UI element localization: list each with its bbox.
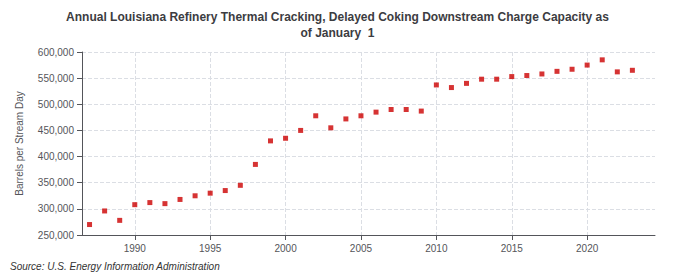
svg-text:250,000: 250,000 — [38, 230, 75, 241]
svg-text:of January 1: of January 1 — [300, 26, 374, 40]
svg-text:450,000: 450,000 — [38, 125, 75, 136]
svg-text:2020: 2020 — [576, 243, 599, 254]
svg-text:2000: 2000 — [274, 243, 297, 254]
svg-text:550,000: 550,000 — [38, 73, 75, 84]
svg-text:1990: 1990 — [124, 243, 147, 254]
svg-text:600,000: 600,000 — [38, 47, 75, 58]
svg-text:350,000: 350,000 — [38, 177, 75, 188]
svg-text:2015: 2015 — [501, 243, 524, 254]
svg-text:1995: 1995 — [199, 243, 222, 254]
svg-text:2010: 2010 — [425, 243, 448, 254]
svg-text:Source: U.S. Energy Informatio: Source: U.S. Energy Information Administ… — [10, 261, 220, 272]
svg-text:Barrels per Stream Day: Barrels per Stream Day — [14, 91, 25, 195]
svg-text:2005: 2005 — [350, 243, 373, 254]
svg-text:500,000: 500,000 — [38, 99, 75, 110]
svg-text:300,000: 300,000 — [38, 203, 75, 214]
svg-text:Annual Louisiana Refinery Ther: Annual Louisiana Refinery Thermal Cracki… — [66, 10, 609, 24]
svg-text:400,000: 400,000 — [38, 151, 75, 162]
